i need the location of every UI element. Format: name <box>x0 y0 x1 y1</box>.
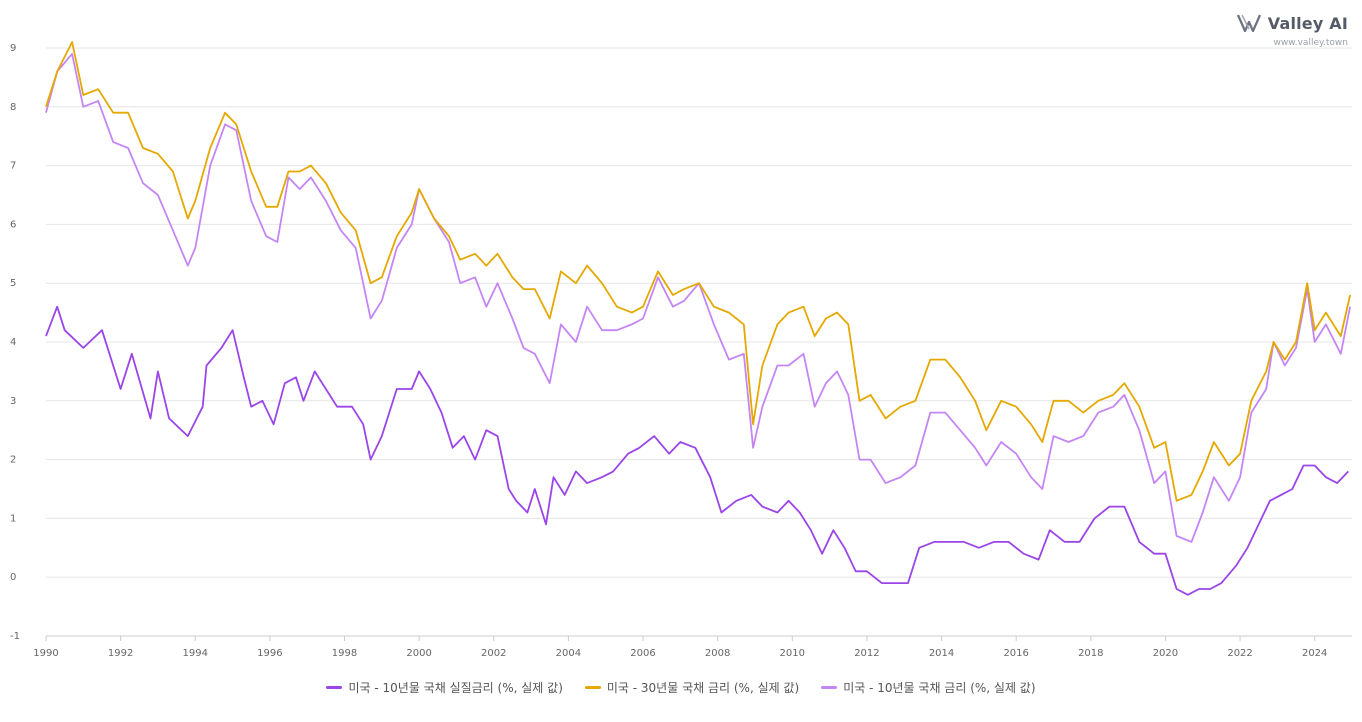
legend-swatch <box>326 686 343 689</box>
x-tick-label: 1994 <box>183 648 208 659</box>
legend-item-30y[interactable]: 미국 - 30년물 국채 금리 (%, 실제 값) <box>584 679 800 696</box>
x-axis: 1990 1992 1994 1996 1998 2000 2002 2004 2006 2008… <box>33 635 1352 659</box>
x-tick-label: 1998 <box>332 648 357 659</box>
x-tick-label: 2008 <box>705 648 730 659</box>
y-tick-label: 8 <box>10 102 16 113</box>
series-line <box>45 41 1351 502</box>
legend-item-10y[interactable]: 미국 - 10년물 국채 금리 (%, 실제 값) <box>821 679 1036 696</box>
x-tick-label: 2014 <box>929 648 954 659</box>
x-tick-label: 1996 <box>257 648 282 659</box>
x-tick-label: 2010 <box>780 648 805 659</box>
x-tick-label: 1990 <box>33 648 58 659</box>
valley-logo-icon <box>1236 14 1261 33</box>
x-tick-label: 2022 <box>1227 648 1252 659</box>
series-line <box>45 53 1351 543</box>
y-axis: -1 0 1 2 3 4 5 6 7 8 9 <box>10 43 20 642</box>
y-tick-label: 5 <box>10 278 16 289</box>
chart-legend: 미국 - 10년물 국채 실질금리 (%, 실제 값) 미국 - 30년물 국채… <box>0 679 1362 696</box>
legend-swatch <box>821 686 838 689</box>
x-tick-label: 2020 <box>1153 648 1178 659</box>
y-tick-label: 3 <box>10 396 16 407</box>
y-tick-label: 7 <box>10 161 16 172</box>
series-line <box>45 305 1349 596</box>
x-tick-label: 2006 <box>630 648 655 659</box>
legend-label: 미국 - 10년물 국채 금리 (%, 실제 값) <box>843 681 1036 695</box>
x-tick-label: 2024 <box>1302 648 1327 659</box>
y-tick-label: 6 <box>10 219 16 230</box>
x-tick-label: 2000 <box>406 648 431 659</box>
y-tick-label: 4 <box>10 337 16 348</box>
legend-item-real-10y[interactable]: 미국 - 10년물 국채 실질금리 (%, 실제 값) <box>326 679 563 696</box>
series-lines <box>45 41 1351 596</box>
y-tick-label: 0 <box>10 572 16 583</box>
gridlines <box>46 47 1352 637</box>
x-tick-label: 2002 <box>481 648 506 659</box>
x-tick-label: 2016 <box>1003 648 1028 659</box>
brand-logo: Valley AI www.valley.town <box>1236 12 1348 48</box>
y-tick-label: 1 <box>10 513 16 524</box>
legend-swatch <box>584 686 601 689</box>
legend-label: 미국 - 30년물 국채 금리 (%, 실제 값) <box>606 681 800 695</box>
y-tick-label: -1 <box>10 631 20 642</box>
legend-label: 미국 - 10년물 국채 실질금리 (%, 실제 값) <box>348 681 563 695</box>
x-tick-label: 2018 <box>1078 648 1103 659</box>
y-tick-label: 9 <box>10 43 16 54</box>
x-tick-label: 1992 <box>108 648 133 659</box>
x-tick-label: 2004 <box>556 648 581 659</box>
y-tick-label: 2 <box>10 455 16 466</box>
brand-name: Valley AI <box>1267 13 1348 33</box>
brand-url: www.valley.town <box>1273 38 1348 48</box>
x-tick-label: 2012 <box>854 648 879 659</box>
